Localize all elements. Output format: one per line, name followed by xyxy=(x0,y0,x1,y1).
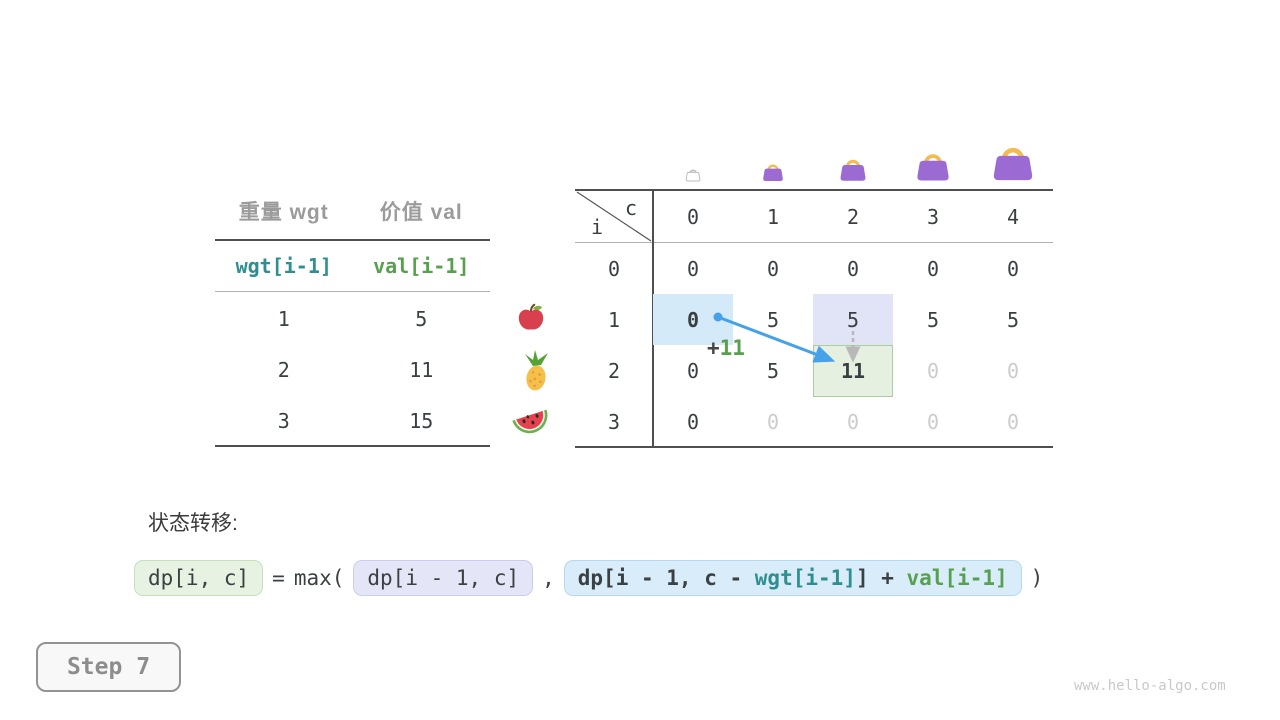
corner-row-label: i xyxy=(591,215,604,239)
item-weight: 2 xyxy=(277,358,290,382)
plus-sign: + xyxy=(707,336,720,360)
dp-col-header: 3 xyxy=(926,204,940,229)
dp-col-header: 0 xyxy=(686,204,700,229)
item-value: 15 xyxy=(409,409,434,433)
wgt-index-label: wgt[i-1] xyxy=(235,254,332,278)
item-weight: 1 xyxy=(277,307,290,331)
divider xyxy=(215,239,490,241)
opt2-mid: ] + xyxy=(855,566,907,590)
item-value: 5 xyxy=(415,307,428,331)
item-row: 3 15 xyxy=(215,406,490,436)
dp-cell: 0 xyxy=(846,409,860,434)
comma: , xyxy=(542,566,555,590)
corner-col-label: c xyxy=(624,196,637,220)
dp-cell: 0 xyxy=(926,256,940,281)
items-table: 重量 wgt 价值 val wgt[i-1] val[i-1] 1 5 2 11… xyxy=(215,190,490,450)
dp-row-header: 1 xyxy=(607,307,621,332)
close-paren: ) xyxy=(1030,566,1044,590)
dp-cell: 0 xyxy=(686,256,700,281)
dp-col-header: 1 xyxy=(766,204,780,229)
opt2-val-term: val[i-1] xyxy=(906,566,1008,590)
formula-option1-box: dp[i - 1, c] xyxy=(353,560,534,596)
dp-row-header: 3 xyxy=(607,409,621,434)
dp-cell: 0 xyxy=(926,409,940,434)
dp-cell: 0 xyxy=(1006,409,1020,434)
formula-lhs-box: dp[i, c] xyxy=(134,560,264,596)
divider xyxy=(215,291,490,292)
dp-cell: 5 xyxy=(1006,307,1020,332)
items-table-header: 重量 wgt 价值 val xyxy=(215,196,490,226)
empty-bag-icon xyxy=(685,169,701,182)
bag-icon-c3 xyxy=(917,154,949,181)
opt2-wgt-term: wgt[i-1] xyxy=(754,566,856,590)
dp-corner-cell: c i xyxy=(575,190,653,243)
watermelon-icon xyxy=(512,409,548,434)
weight-column-header: 重量 wgt xyxy=(238,201,329,224)
dp-cell-current: 11 xyxy=(840,358,866,383)
dp-cell: 5 xyxy=(766,358,780,383)
dp-cell: 0 xyxy=(1006,256,1020,281)
transition-heading: 状态转移: xyxy=(148,512,238,535)
dp-cells: 0 0 0 0 0 0 5 5 5 5 0 5 11 0 0 0 0 0 0 0 xyxy=(653,243,1053,447)
dp-cell: 0 xyxy=(686,358,700,383)
opt2-prefix: dp[i - 1, c - xyxy=(577,566,755,590)
transition-formula: dp[i, c] = max( dp[i - 1, c] , dp[i - 1,… xyxy=(134,560,1043,596)
dp-cell: 5 xyxy=(926,307,940,332)
dp-cell-source: 0 xyxy=(686,307,700,332)
items-table-index-row: wgt[i-1] val[i-1] xyxy=(215,251,490,281)
dp-col-header: 2 xyxy=(846,204,860,229)
dp-cell: 0 xyxy=(766,409,780,434)
dp-row-header: 0 xyxy=(607,256,621,281)
dp-cell: 0 xyxy=(846,256,860,281)
step-button[interactable]: Step 7 xyxy=(36,642,181,692)
item-weight: 3 xyxy=(277,409,290,433)
added-value: 11 xyxy=(719,336,745,360)
divider xyxy=(215,445,490,447)
bag-icon-c2 xyxy=(840,159,866,181)
bag-icon-c4 xyxy=(993,147,1033,181)
item-row: 2 11 xyxy=(215,355,490,385)
item-row: 1 5 xyxy=(215,304,490,334)
dp-cell: 0 xyxy=(686,409,700,434)
dp-table-bottom-border xyxy=(575,446,1053,448)
watermark: www.hello-algo.com xyxy=(1074,678,1226,694)
dp-cell: 5 xyxy=(766,307,780,332)
val-index-label: val[i-1] xyxy=(373,254,470,278)
equals-sign: = xyxy=(272,566,285,590)
apple-icon xyxy=(518,303,544,330)
dp-cell: 0 xyxy=(1006,358,1020,383)
dp-col-headers: 0 1 2 3 4 xyxy=(653,190,1053,243)
formula-option2-box: dp[i - 1, c - wgt[i-1]] + val[i-1] xyxy=(563,560,1022,596)
item-value: 11 xyxy=(409,358,434,382)
dp-table-header-border xyxy=(575,242,1053,243)
dp-cell-above: 5 xyxy=(846,307,860,332)
dp-cell: 0 xyxy=(926,358,940,383)
dp-row-headers: 0 1 2 3 xyxy=(575,243,653,447)
max-open: max( xyxy=(293,566,345,590)
dp-row-header: 2 xyxy=(607,358,621,383)
add-value-annotation: +11 xyxy=(707,336,745,360)
dp-table-top-border xyxy=(575,189,1053,191)
value-column-header: 价值 val xyxy=(379,201,463,224)
bag-icon-c1 xyxy=(763,164,783,182)
pineapple-icon xyxy=(525,350,548,391)
dp-cell: 0 xyxy=(766,256,780,281)
dp-col-header: 4 xyxy=(1006,204,1020,229)
